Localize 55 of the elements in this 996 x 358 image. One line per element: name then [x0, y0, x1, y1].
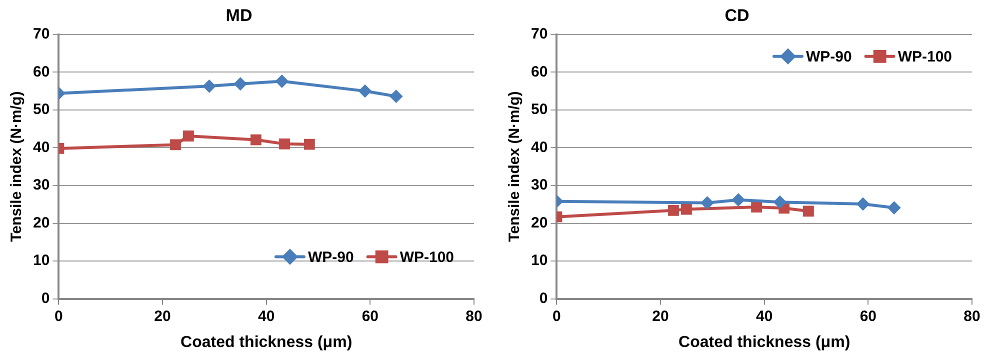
y-tick-label: 30 [32, 176, 50, 194]
chart-title: MD [226, 6, 252, 25]
y-tick-label: 60 [530, 63, 548, 80]
legend-label: WP-90 [806, 48, 852, 66]
point [279, 138, 290, 150]
chart-title: CD [724, 6, 750, 25]
x-tick-label: 80 [964, 308, 980, 325]
point [202, 80, 216, 93]
y-tick-label: 50 [530, 101, 548, 118]
point [668, 204, 679, 216]
y-tick-label: 10 [530, 252, 548, 270]
point [183, 130, 194, 142]
point [751, 202, 762, 212]
x-tick-label: 20 [652, 308, 669, 325]
point [234, 77, 247, 90]
y-tick-label: 0 [539, 290, 548, 307]
legend-label: WP-100 [400, 248, 454, 266]
y-tick-label: 50 [32, 101, 50, 118]
x-tick-label: 20 [154, 308, 171, 325]
point [170, 139, 181, 150]
point [681, 204, 692, 215]
point [856, 197, 870, 210]
y-tick-label: 40 [32, 138, 50, 156]
y-tick-label: 40 [530, 138, 548, 156]
point [773, 196, 786, 209]
point [732, 193, 745, 206]
point [275, 74, 288, 88]
legend-label: WP-100 [898, 48, 952, 66]
legend-label: WP-90 [308, 248, 354, 266]
point [803, 206, 814, 217]
x-tick-label: 80 [466, 308, 482, 325]
x-tick-label: 0 [552, 308, 561, 325]
point [358, 84, 372, 98]
y-tick-label: 20 [530, 214, 548, 232]
point [888, 201, 901, 214]
point [700, 196, 714, 210]
y-tick-label: 30 [530, 176, 548, 194]
x-tick-label: 40 [258, 308, 275, 325]
y-tick-label: 20 [32, 214, 50, 232]
y-tick-label: 0 [41, 290, 50, 307]
point [250, 134, 262, 146]
y-tick-label: 70 [530, 26, 548, 43]
y-tick-label: 70 [32, 26, 50, 43]
point [304, 138, 315, 150]
x-tick-label: 60 [362, 308, 379, 325]
x-axis-title: Coated thickness (μm) [180, 334, 352, 351]
y-tick-label: 10 [32, 252, 50, 270]
x-axis-title: Coated thickness (μm) [678, 334, 850, 351]
x-tick-label: 0 [54, 308, 63, 325]
y-tick-label: 60 [32, 63, 50, 80]
y-axis-title: Tensile index (N·m/g) [506, 91, 524, 242]
x-tick-label: 60 [860, 308, 877, 325]
x-tick-label: 40 [756, 308, 773, 325]
y-axis-title: Tensile index (N·m/g) [8, 91, 26, 242]
point [390, 90, 403, 103]
